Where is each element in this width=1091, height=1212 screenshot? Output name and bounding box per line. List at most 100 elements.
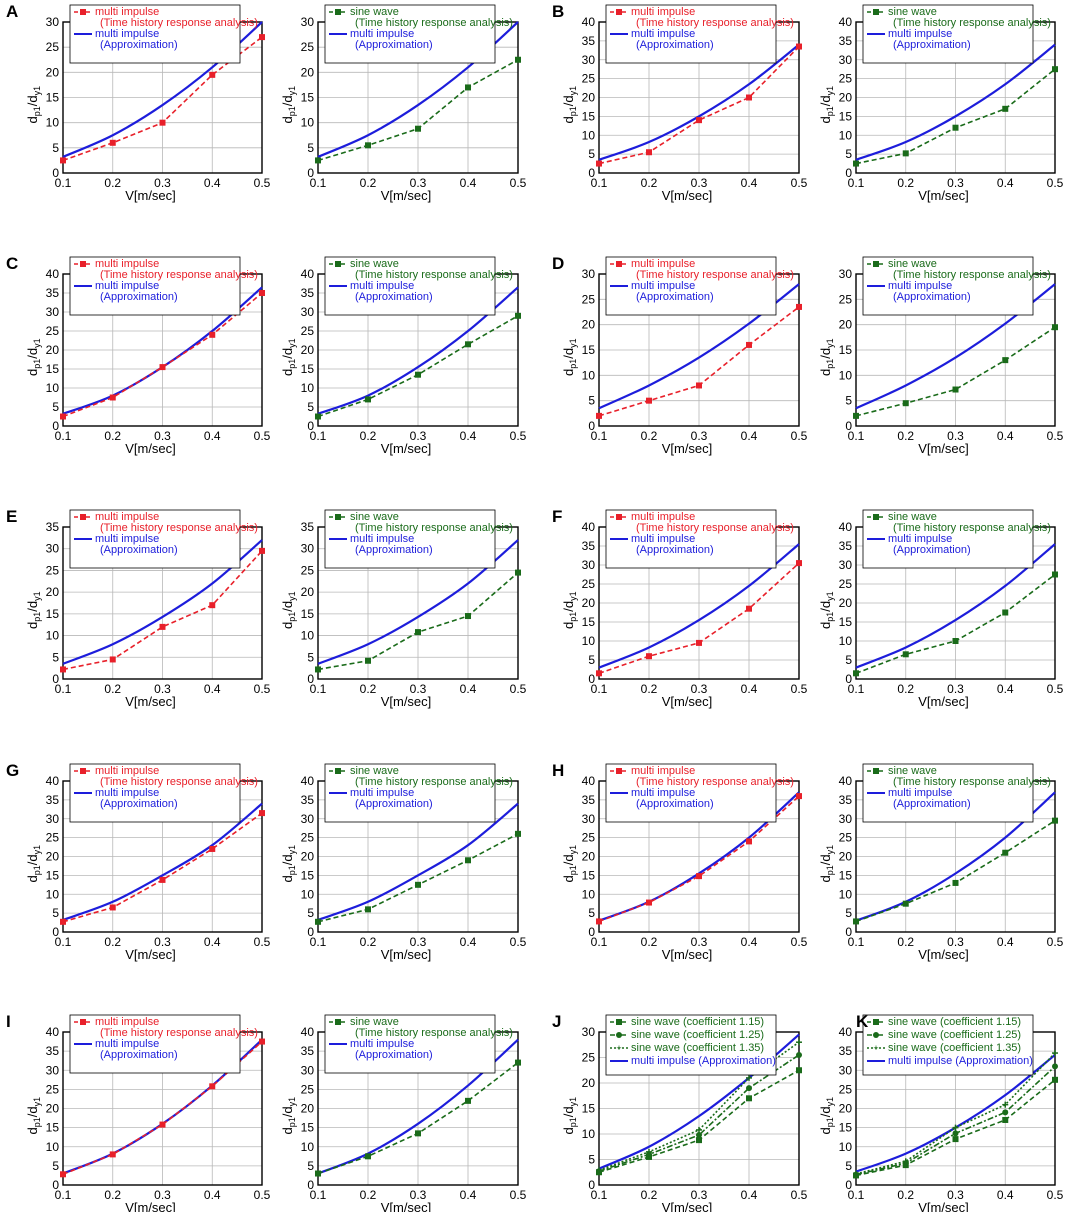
legend-label: sine wave bbox=[350, 765, 399, 777]
y-axis-label-part: d bbox=[25, 875, 40, 882]
x-tick-label: 0.4 bbox=[997, 176, 1014, 190]
x-tick-label: 0.5 bbox=[254, 429, 271, 443]
y-axis-label-part: y1 bbox=[287, 591, 297, 601]
y-tick-label: 30 bbox=[839, 267, 853, 281]
legend-box bbox=[862, 1014, 1034, 1076]
legend: multi impulse(Time history response anal… bbox=[69, 256, 258, 316]
data-point-square bbox=[596, 160, 602, 167]
y-axis-label-part: y1 bbox=[287, 845, 297, 855]
legend-sublabel: (Approximation) bbox=[100, 291, 178, 303]
x-tick-label: 0.2 bbox=[104, 935, 121, 949]
y-tick-label: 30 bbox=[301, 15, 315, 29]
y-axis-label-part: y1 bbox=[287, 86, 297, 96]
legend-marker-square bbox=[616, 1019, 622, 1025]
legend-marker-square bbox=[80, 768, 86, 774]
series-analysis bbox=[315, 1059, 521, 1177]
series-line bbox=[598, 795, 800, 923]
y-axis-label-part: p1 bbox=[825, 359, 835, 369]
panel-letter: H bbox=[552, 761, 564, 780]
legend-label: multi impulse bbox=[350, 533, 414, 545]
data-point-square bbox=[853, 670, 859, 677]
data-point-square bbox=[209, 331, 216, 338]
legend-label: multi impulse bbox=[888, 533, 952, 545]
y-axis-label-part: d bbox=[561, 1127, 576, 1134]
y-tick-label: 40 bbox=[46, 267, 60, 281]
legend-marker-square bbox=[335, 261, 341, 267]
y-axis-label-part: d bbox=[280, 369, 295, 376]
y-tick-label: 5 bbox=[845, 653, 852, 667]
y-tick-label: 0 bbox=[588, 925, 595, 939]
x-tick-label: 0.5 bbox=[791, 429, 808, 443]
y-axis-label-part: /d bbox=[280, 348, 295, 359]
y-tick-label: 25 bbox=[839, 831, 853, 845]
y-tick-label: 25 bbox=[582, 72, 596, 86]
x-tick-label: 0.3 bbox=[410, 176, 427, 190]
legend-label: multi impulse bbox=[888, 787, 952, 799]
y-tick-label: 20 bbox=[301, 585, 315, 599]
y-tick-label: 15 bbox=[582, 615, 596, 629]
legend-sublabel: (Time history response analysis) bbox=[100, 1027, 258, 1039]
x-tick-label: 0.5 bbox=[791, 176, 808, 190]
x-axis-label: V[m/sec] bbox=[381, 1200, 432, 1212]
data-point-square bbox=[853, 412, 859, 419]
y-tick-label: 15 bbox=[301, 362, 315, 376]
y-tick-label: 35 bbox=[46, 793, 60, 807]
x-tick-label: 0.5 bbox=[1047, 1188, 1064, 1202]
series-line bbox=[598, 543, 800, 669]
x-tick-label: 0.5 bbox=[510, 682, 527, 696]
y-axis-label: dp1/dy1 bbox=[561, 1097, 578, 1135]
y-tick-label: 35 bbox=[839, 1044, 853, 1058]
data-point-square bbox=[60, 1171, 66, 1178]
legend-sublabel: (Approximation) bbox=[100, 544, 178, 556]
legend-sublabel: (Time history response analysis) bbox=[355, 776, 513, 788]
y-tick-label: 0 bbox=[307, 925, 314, 939]
data-point-square bbox=[1052, 1076, 1058, 1083]
data-point-square bbox=[1002, 357, 1009, 364]
y-tick-label: 15 bbox=[582, 109, 596, 123]
data-point-square bbox=[259, 1038, 265, 1045]
y-tick-label: 15 bbox=[301, 1121, 315, 1135]
series-analysis bbox=[315, 830, 521, 925]
x-axis-label: V[m/sec] bbox=[662, 947, 713, 962]
y-axis-label-part: /d bbox=[280, 601, 295, 612]
x-axis-label: V[m/sec] bbox=[918, 441, 969, 456]
x-tick-label: 0.3 bbox=[691, 682, 708, 696]
x-tick-label: 0.4 bbox=[997, 682, 1014, 696]
legend-marker-square bbox=[616, 768, 622, 774]
legend-sublabel: (Approximation) bbox=[893, 291, 971, 303]
x-tick-label: 0.4 bbox=[204, 1188, 221, 1202]
x-tick-label: 0.1 bbox=[591, 682, 608, 696]
data-point-square bbox=[415, 371, 421, 378]
chart-f1: 0 5 10 15 20 25 30 35 40 0.1 0.2 0.3 0.4 0.5 V[m/sec] d… bbox=[561, 509, 808, 709]
x-tick-label: 0.2 bbox=[641, 176, 658, 190]
legend: sine wave(Time history response analysis… bbox=[862, 509, 1051, 569]
data-point-square bbox=[952, 386, 959, 393]
y-tick-label: 20 bbox=[301, 343, 315, 357]
data-point-square bbox=[746, 94, 752, 101]
data-point-square bbox=[952, 638, 959, 644]
y-axis-label-part: d bbox=[25, 116, 40, 123]
legend-label: multi impulse bbox=[350, 280, 414, 292]
data-point-square bbox=[596, 918, 602, 925]
y-tick-label: 5 bbox=[845, 147, 852, 161]
data-point-square bbox=[159, 623, 166, 630]
chart-a2: 0 5 10 15 20 25 30 0.1 0.2 0.3 0.4 0.5 V[m/sec] dp1/d… bbox=[280, 4, 527, 203]
y-tick-label: 25 bbox=[839, 1082, 853, 1096]
y-tick-label: 10 bbox=[582, 1127, 596, 1141]
legend-label: multi impulse bbox=[631, 28, 695, 40]
legend-label: sine wave (coefficient 1.15) bbox=[888, 1016, 1021, 1028]
legend-box bbox=[862, 763, 1034, 823]
x-tick-label: 0.5 bbox=[254, 682, 271, 696]
y-tick-label: 35 bbox=[46, 1044, 60, 1058]
legend-box bbox=[605, 1014, 777, 1076]
x-tick-label: 0.3 bbox=[410, 935, 427, 949]
legend-box bbox=[862, 4, 1034, 64]
x-axis-label: V[m/sec] bbox=[125, 947, 176, 962]
legend-sublabel: (Time history response analysis) bbox=[893, 522, 1051, 534]
y-tick-label: 20 bbox=[582, 596, 596, 610]
legend-sublabel: (Time history response analysis) bbox=[355, 522, 513, 534]
data-point-circle bbox=[1052, 1063, 1058, 1070]
y-tick-label: 5 bbox=[588, 653, 595, 667]
series-approximation bbox=[317, 802, 519, 921]
legend: sine wave(Time history response analysis… bbox=[324, 4, 513, 64]
